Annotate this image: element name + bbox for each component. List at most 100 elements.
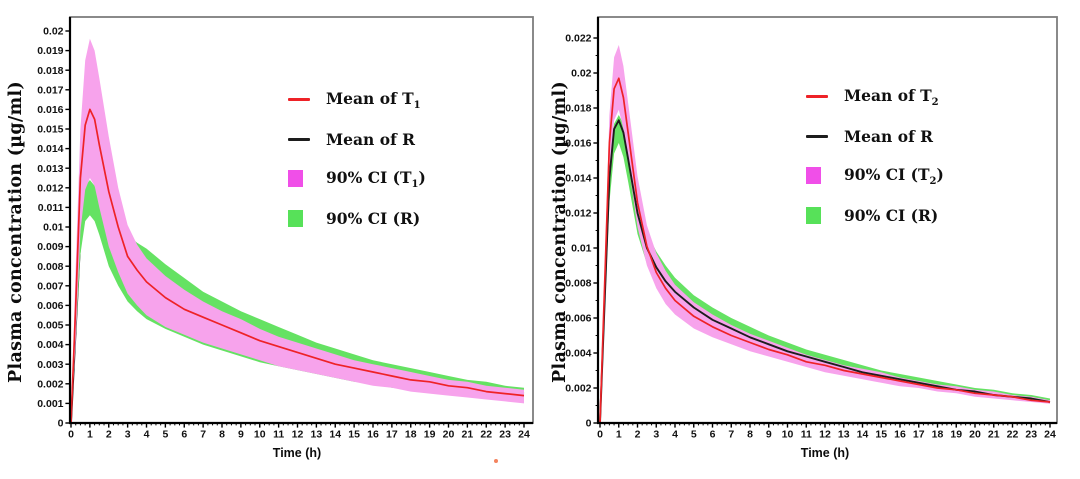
t_mean-line bbox=[70, 108, 525, 424]
y-tick-label: 0.003 bbox=[37, 359, 63, 371]
y-tick-label: 0.001 bbox=[37, 398, 63, 410]
x-tick-label: 1 bbox=[87, 429, 93, 441]
legend-label: Mean of T2 bbox=[844, 85, 939, 108]
y-tick-label: 0.006 bbox=[565, 313, 591, 325]
x-tick-label: 8 bbox=[747, 429, 753, 441]
y-tick-label: 0.009 bbox=[37, 241, 63, 253]
x-tick-label: 20 bbox=[443, 429, 455, 441]
left-x-axis-label: Time (h) bbox=[272, 446, 322, 460]
y-tick-label: 0.006 bbox=[37, 300, 63, 312]
legend-item: Mean of R bbox=[288, 120, 426, 160]
y-tick-label: 0.02 bbox=[43, 26, 64, 38]
x-tick-label: 11 bbox=[273, 429, 284, 441]
left-plot-legend: Mean of T1 Mean of R 90% CI (T1) 90% CI (R) bbox=[288, 80, 426, 238]
y-tick-label: 0.019 bbox=[37, 45, 63, 57]
x-tick-label: 4 bbox=[672, 429, 678, 441]
y-tick-label: 0.012 bbox=[37, 182, 63, 194]
y-tick-label: 0.002 bbox=[565, 383, 591, 395]
y-tick-label: 0.005 bbox=[37, 320, 63, 332]
x-tick-label: 12 bbox=[292, 429, 304, 441]
legend-label: 90% CI (T2) bbox=[844, 164, 944, 187]
x-tick-label: 3 bbox=[125, 429, 131, 441]
x-tick-label: 19 bbox=[424, 429, 436, 441]
y-tick-label: 0.018 bbox=[565, 103, 591, 115]
t_ci-band bbox=[600, 45, 1050, 423]
x-tick-label: 10 bbox=[782, 429, 794, 441]
x-tick-label: 14 bbox=[329, 429, 341, 441]
y-tick-label: 0.018 bbox=[37, 65, 63, 77]
legend-line-swatch bbox=[806, 134, 828, 138]
right-plot: 0 1 2 3 4 5 6 7 8 9 10 11 12 13 14 15 16 17 18 19 20 21 22 23 24… bbox=[565, 16, 1058, 441]
x-tick-label: 6 bbox=[181, 429, 187, 441]
legend-item: 90% CI (R) bbox=[806, 196, 944, 236]
x-tick-label: 22 bbox=[480, 429, 492, 441]
x-tick-label: 10 bbox=[254, 429, 266, 441]
x-tick-label: 0 bbox=[68, 429, 74, 441]
stray-dot-artifact bbox=[494, 459, 498, 463]
x-tick-label: 13 bbox=[311, 429, 323, 441]
legend-label: 90% CI (R) bbox=[844, 205, 939, 225]
y-tick-label: 0.008 bbox=[37, 261, 63, 273]
legend-label: Mean of T1 bbox=[326, 88, 421, 111]
x-tick-label: 13 bbox=[838, 429, 850, 441]
legend-box-swatch bbox=[288, 170, 303, 188]
x-tick-label: 14 bbox=[857, 429, 869, 441]
x-tick-label: 9 bbox=[238, 429, 244, 441]
x-tick-label: 8 bbox=[219, 429, 225, 441]
x-tick-label: 9 bbox=[766, 429, 772, 441]
x-tick-label: 15 bbox=[348, 429, 360, 441]
t_ci-band bbox=[71, 38, 524, 424]
y-tick-label: 0.01 bbox=[571, 243, 592, 255]
x-tick-label: 20 bbox=[969, 429, 981, 441]
y-tick-label: 0.022 bbox=[565, 33, 591, 45]
x-tick-label: 1 bbox=[616, 429, 622, 441]
legend-item: 90% CI (T2) bbox=[806, 156, 944, 196]
left-y-axis-label: Plasma concentration (µg/ml) bbox=[6, 81, 26, 383]
x-tick-label: 24 bbox=[518, 429, 530, 441]
y-tick-label: 0.02 bbox=[571, 68, 592, 80]
right-plot-legend: Mean of T2 Mean of R 90% CI (T2) 90% CI (R) bbox=[806, 77, 944, 235]
legend-item: 90% CI (T1) bbox=[288, 159, 426, 199]
x-tick-label: 21 bbox=[988, 429, 1000, 441]
legend-box-swatch bbox=[806, 206, 821, 224]
x-tick-label: 16 bbox=[894, 429, 906, 441]
x-tick-label: 0 bbox=[597, 429, 603, 441]
y-tick-label: 0.013 bbox=[37, 163, 63, 175]
t_mean-line bbox=[599, 77, 1051, 424]
legend-label: Mean of R bbox=[326, 129, 416, 149]
x-tick-label: 6 bbox=[710, 429, 716, 441]
right-y-axis-label: Plasma concentration (µg/ml) bbox=[550, 81, 570, 383]
x-tick-label: 12 bbox=[819, 429, 831, 441]
x-tick-label: 19 bbox=[950, 429, 962, 441]
legend-label: 90% CI (R) bbox=[326, 208, 421, 228]
legend-line-swatch bbox=[288, 137, 310, 141]
left-plot: 0 1 2 3 4 5 6 7 8 9 10 11 12 13 14 15 16 17 18 19 20 21 22 23 24… bbox=[37, 16, 534, 441]
x-tick-label: 16 bbox=[367, 429, 379, 441]
x-tick-label: 24 bbox=[1044, 429, 1056, 441]
x-tick-label: 2 bbox=[106, 429, 112, 441]
x-tick-label: 5 bbox=[691, 429, 697, 441]
y-tick-label: 0.016 bbox=[565, 138, 591, 150]
y-tick-label: 0.007 bbox=[37, 280, 63, 292]
x-tick-label: 5 bbox=[162, 429, 168, 441]
y-tick-label: 0.011 bbox=[38, 202, 64, 214]
legend-item: Mean of T2 bbox=[806, 77, 944, 117]
legend-item: 90% CI (R) bbox=[288, 199, 426, 239]
x-tick-label: 21 bbox=[462, 429, 474, 441]
legend-box-swatch bbox=[806, 167, 821, 185]
y-tick-label: 0 bbox=[58, 418, 64, 430]
y-tick-label: 0.002 bbox=[37, 378, 63, 390]
legend-label: Mean of R bbox=[844, 126, 934, 146]
x-tick-label: 3 bbox=[653, 429, 659, 441]
legend-item: Mean of R bbox=[806, 117, 944, 157]
legend-line-swatch bbox=[288, 98, 310, 102]
y-tick-label: 0.012 bbox=[565, 208, 591, 220]
x-tick-label: 22 bbox=[1007, 429, 1019, 441]
legend-line-swatch bbox=[806, 95, 828, 99]
y-tick-label: 0.017 bbox=[37, 84, 63, 96]
y-tick-label: 0.014 bbox=[37, 143, 63, 155]
y-tick-label: 0.01 bbox=[43, 222, 64, 234]
legend-box-swatch bbox=[288, 209, 303, 227]
